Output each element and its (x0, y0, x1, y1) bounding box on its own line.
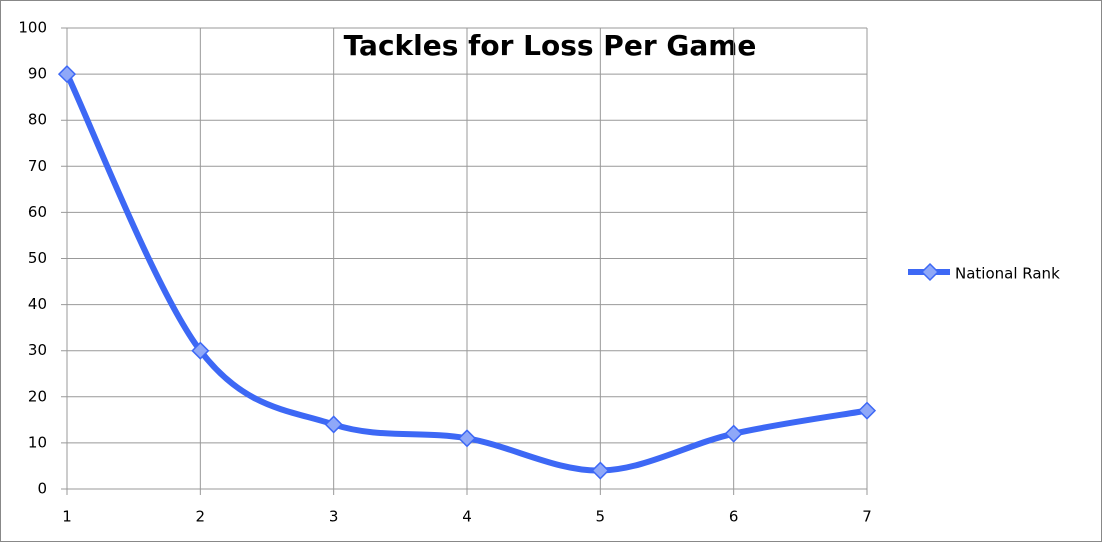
y-tick-label: 100 (18, 19, 47, 37)
x-tick-label: 7 (862, 508, 872, 526)
x-tick-label: 6 (729, 508, 739, 526)
y-tick-label: 10 (28, 433, 47, 451)
y-tick-label: 60 (28, 203, 47, 221)
chart-title: Tackles for Loss Per Game (344, 29, 757, 62)
data-point (191, 341, 210, 360)
y-tick-label: 90 (28, 65, 47, 83)
x-tick-label: 5 (596, 508, 606, 526)
legend-label: National Rank (955, 265, 1060, 283)
y-tick-label: 20 (28, 387, 47, 405)
y-tick-label: 70 (28, 157, 47, 175)
data-point (591, 461, 610, 480)
data-point (457, 429, 477, 448)
x-tick-label: 4 (462, 508, 472, 526)
data-point (324, 415, 343, 434)
y-tick-label: 0 (37, 480, 47, 498)
y-tick-label: 80 (28, 111, 47, 129)
x-tick-label: 2 (196, 508, 206, 526)
data-point (57, 65, 77, 84)
data-point (857, 401, 877, 420)
y-tick-label: 50 (28, 249, 47, 267)
x-tick-label: 1 (62, 508, 72, 526)
legend-marker (920, 262, 940, 282)
y-tick-label: 30 (28, 341, 47, 359)
y-tick-label: 40 (28, 295, 47, 313)
x-tick-label: 3 (329, 508, 339, 526)
data-point (724, 424, 743, 443)
